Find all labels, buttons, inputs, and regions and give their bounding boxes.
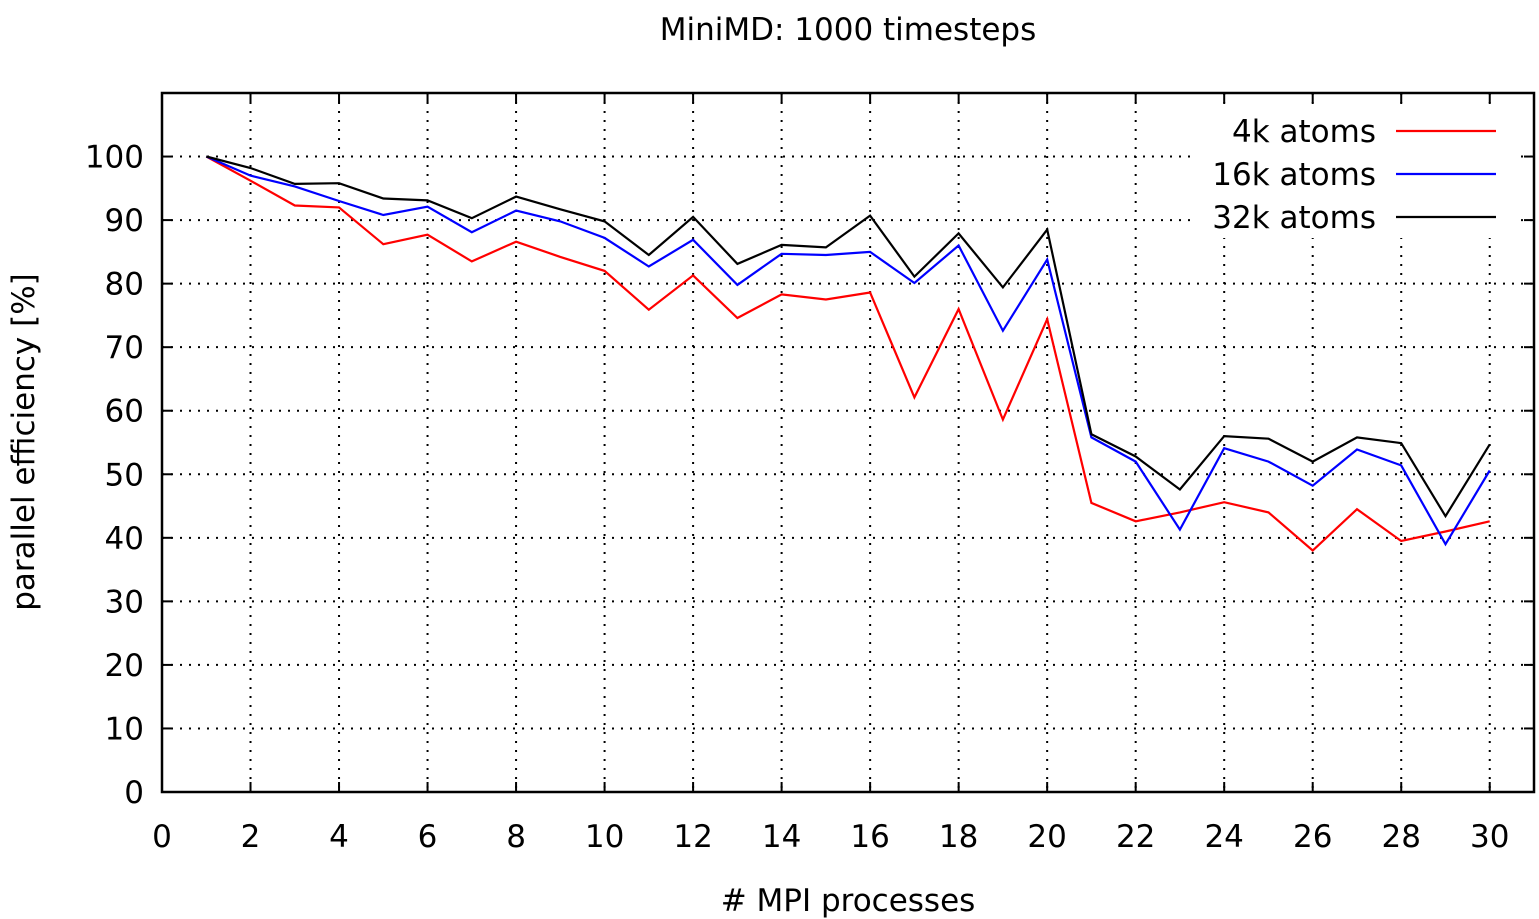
y-tick-label: 80 bbox=[105, 267, 144, 303]
plot-frame bbox=[160, 91, 1536, 794]
x-tick-label: 30 bbox=[1470, 819, 1509, 855]
y-tick-label: 30 bbox=[105, 584, 144, 620]
x-tick-label: 12 bbox=[673, 819, 712, 855]
y-tick-label: 10 bbox=[105, 711, 144, 747]
x-tick-label: 6 bbox=[418, 819, 438, 855]
x-tick-label: 26 bbox=[1293, 819, 1332, 855]
x-tick-label: 22 bbox=[1116, 819, 1155, 855]
legend-label: 16k atoms bbox=[1212, 157, 1376, 193]
x-tick-label: 14 bbox=[762, 819, 801, 855]
x-tick-label: 10 bbox=[585, 819, 624, 855]
y-axis-label: parallel efficiency [%] bbox=[6, 273, 42, 611]
chart-title: MiniMD: 1000 timesteps bbox=[660, 12, 1037, 48]
legend-label: 4k atoms bbox=[1232, 114, 1376, 150]
legend-item: 4k atoms bbox=[1232, 114, 1496, 150]
y-tick-label: 70 bbox=[105, 330, 144, 366]
x-tick-label: 24 bbox=[1204, 819, 1243, 855]
legend-label: 32k atoms bbox=[1212, 200, 1376, 236]
y-tick-label: 60 bbox=[105, 394, 144, 430]
x-tick-label: 4 bbox=[329, 819, 349, 855]
series-lines bbox=[205, 155, 1491, 552]
legend-item: 16k atoms bbox=[1212, 157, 1496, 193]
y-tick-label: 100 bbox=[85, 140, 144, 176]
y-tick-label: 20 bbox=[105, 648, 144, 684]
y-tick-label: 50 bbox=[105, 457, 144, 493]
y-tick-label: 40 bbox=[105, 521, 144, 557]
series-line bbox=[205, 155, 1490, 552]
series-line bbox=[206, 155, 1491, 519]
y-axis: 0 10 20 30 40 50 60 70 80 90 100 bbox=[85, 140, 1534, 811]
x-tick-label: 20 bbox=[1027, 819, 1066, 855]
legend: 4k atoms 16k atoms 32k atoms bbox=[1212, 114, 1496, 236]
y-tick-label: 90 bbox=[105, 203, 144, 239]
x-tick-label: 16 bbox=[850, 819, 889, 855]
x-tick-label: 2 bbox=[241, 819, 261, 855]
x-axis: 0 2 4 6 8 10 12 14 16 18 20 22 24 26 28 30 bbox=[152, 93, 1509, 855]
x-tick-label: 0 bbox=[152, 819, 172, 855]
y-tick-label: 0 bbox=[124, 775, 144, 811]
x-tick-label: 18 bbox=[939, 819, 978, 855]
legend-item: 32k atoms bbox=[1212, 200, 1496, 236]
x-axis-label: # MPI processes bbox=[721, 883, 976, 919]
x-tick-label: 8 bbox=[506, 819, 526, 855]
x-tick-label: 28 bbox=[1381, 819, 1420, 855]
series-line bbox=[205, 155, 1491, 547]
